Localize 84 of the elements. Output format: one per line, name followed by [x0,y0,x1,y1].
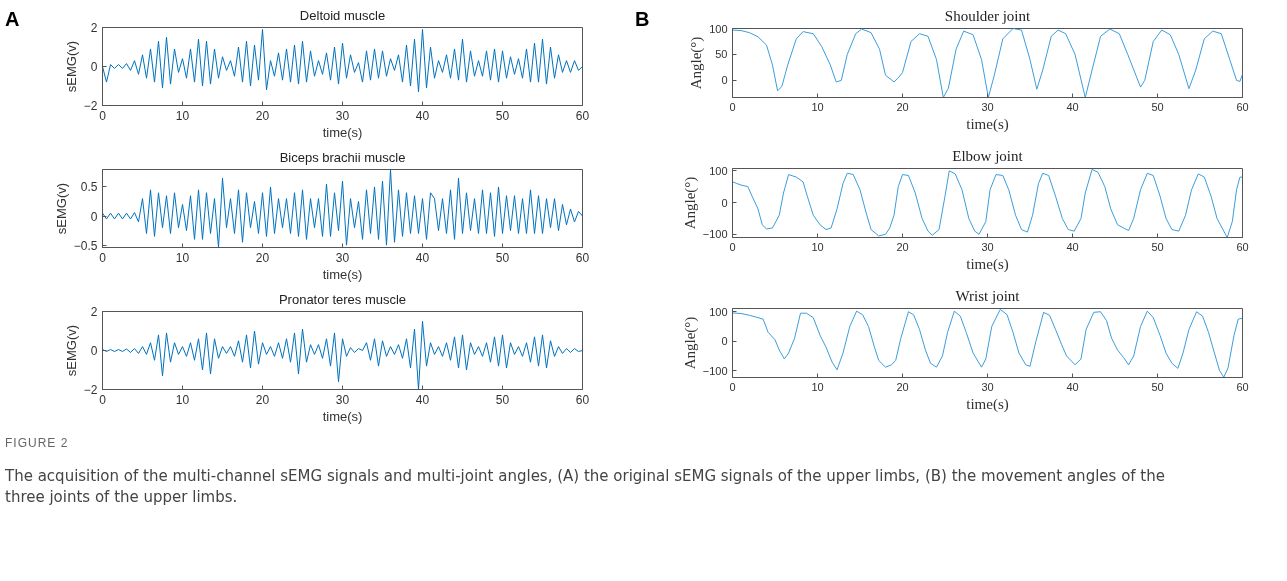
y-tick-label: 50 [715,48,728,61]
y-tick-label: 100 [709,22,728,35]
x-tick-label: 0 [729,100,736,113]
line-series [732,168,1243,238]
y-tick-label: 0 [721,196,728,209]
y-axis-title: sEMG(v) [53,182,69,235]
x-tick-label: 40 [415,250,430,265]
x-tick-label: 0 [729,240,736,253]
x-tick-label: 40 [1066,240,1079,253]
caption: FIGURE 2 [5,435,69,452]
x-axis-title: time(s) [322,408,363,424]
x-tick-label: 60 [575,108,590,123]
x-tick-label: 60 [1236,380,1249,393]
chart-title: Deltoid muscle [299,7,386,23]
y-tick-label: −0.5 [73,238,98,253]
x-axis-title: time(s) [966,395,1009,413]
line-series [732,28,1243,98]
y-tick-label: 100 [709,164,728,177]
y-axis-title: Angle(°) [681,316,699,370]
y-tick-label: 0.5 [80,180,98,195]
x-tick-label: 50 [1151,380,1164,393]
x-tick-label: 50 [1151,100,1164,113]
x-tick-label: 40 [1066,380,1079,393]
y-tick-label: 0 [721,335,728,348]
text: A [5,7,20,32]
chart-title: Wrist joint [955,287,1021,304]
x-tick-label: 20 [255,108,270,123]
x-tick-label: 60 [1236,240,1249,253]
x-tick-label: 20 [896,240,909,253]
x-axis-title: time(s) [966,255,1009,273]
y-axis-title: Angle(°) [681,176,699,230]
y-tick-label: −2 [83,99,98,113]
x-tick-label: 30 [335,250,350,265]
x-tick-label: 30 [981,380,994,393]
line-series [102,28,583,93]
y-tick-label: 0 [90,209,98,224]
y-tick-label: 100 [709,305,728,318]
text: The acquisition of the multi-channel sEMG signals and multi-joint angles, (A) the original sEMG signals of the upper limbs, (B) the movement angles of the three joints of the upper limbs. [5,466,1166,509]
x-tick-label: 30 [981,240,994,253]
x-tick-label: 60 [575,392,590,407]
x-tick-label: 40 [415,392,430,407]
x-tick-label: 50 [495,392,510,407]
x-tick-label: 60 [575,250,590,265]
y-axis-title: Angle(°) [688,36,706,90]
x-tick-label: 10 [811,380,824,393]
x-tick-label: 20 [255,392,270,407]
y-tick-label: 0 [721,74,728,87]
y-tick-label: −100 [702,364,728,377]
x-axis-title: time(s) [322,124,363,140]
x-axis-title: time(s) [966,115,1009,133]
x-tick-label: 30 [981,100,994,113]
x-tick-label: 10 [811,240,824,253]
x-tick-label: 30 [335,392,350,407]
chart-title: Pronator teres muscle [278,291,407,307]
y-axis-title: sEMG(v) [63,40,79,93]
y-tick-label: 2 [90,305,98,319]
x-tick-label: 20 [896,380,909,393]
y-axis-title: sEMG(v) [63,324,79,377]
x-tick-label: 20 [255,250,270,265]
x-tick-label: 40 [415,108,430,123]
x-tick-label: 40 [1066,100,1079,113]
y-tick-label: 2 [90,21,98,35]
x-axis-title: time(s) [322,266,363,282]
x-tick-label: 50 [495,108,510,123]
chart-title: Shoulder joint [944,7,1032,24]
x-tick-label: 20 [896,100,909,113]
x-tick-label: 0 [729,380,736,393]
text: B [635,7,650,32]
x-tick-label: 10 [811,100,824,113]
chart-title: Elbow joint [952,147,1024,164]
x-tick-label: 50 [1151,240,1164,253]
x-tick-label: 10 [175,250,190,265]
x-tick-label: 10 [175,392,190,407]
x-tick-label: 50 [495,250,510,265]
line-series [732,308,1243,378]
y-tick-label: −100 [702,228,728,241]
line-series [102,169,583,248]
y-tick-label: 0 [90,60,98,74]
chart-title: Biceps brachii muscle [279,149,406,165]
x-tick-label: 30 [335,108,350,123]
x-tick-label: 60 [1236,100,1249,113]
y-tick-label: 0 [90,344,98,358]
y-tick-label: −2 [83,383,98,397]
x-tick-label: 10 [175,108,190,123]
